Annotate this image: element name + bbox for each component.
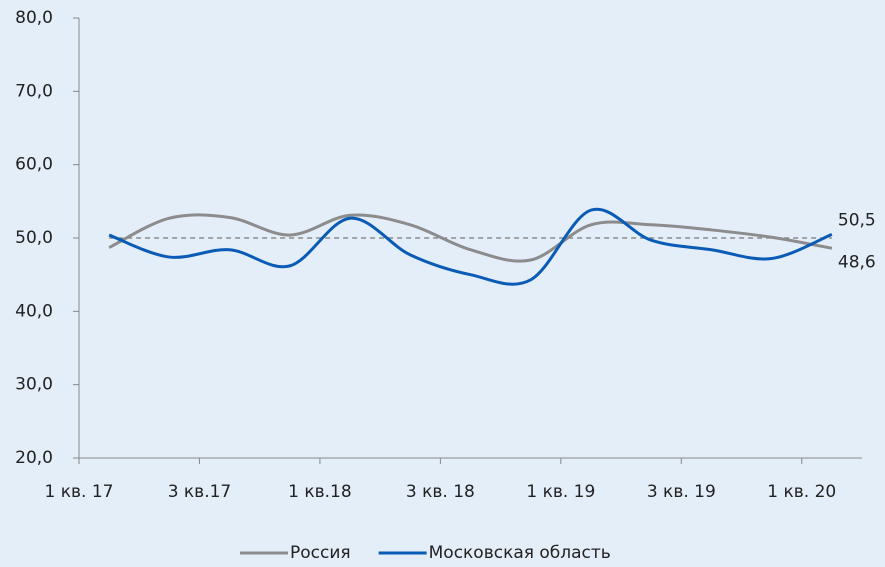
value-label: 48,6 xyxy=(838,252,876,272)
x-tick-label: 3 кв. 19 xyxy=(647,482,716,502)
series-line xyxy=(108,213,833,263)
y-tick-label: 30,0 xyxy=(15,375,53,395)
x-tick-label: 1 кв. 20 xyxy=(767,482,836,502)
legend-label: Россия xyxy=(290,543,351,563)
y-tick-label: 70,0 xyxy=(15,81,53,101)
y-tick-label: 20,0 xyxy=(15,448,53,468)
x-tick-label: 1 кв. 17 xyxy=(45,482,114,502)
y-tick-label: 80,0 xyxy=(15,8,53,28)
y-tick-label: 50,0 xyxy=(15,228,53,248)
y-tick-label: 40,0 xyxy=(15,301,53,321)
x-tick-label: 1 кв. 19 xyxy=(526,482,595,502)
y-tick-label: 60,0 xyxy=(15,155,53,175)
value-label: 50,5 xyxy=(838,210,876,230)
x-tick-label: 1 кв.18 xyxy=(288,482,352,502)
series-line xyxy=(108,207,833,286)
x-tick-label: 3 кв. 18 xyxy=(406,482,475,502)
x-tick-label: 3 кв.17 xyxy=(168,482,232,502)
legend-label: Московская область xyxy=(429,543,611,563)
